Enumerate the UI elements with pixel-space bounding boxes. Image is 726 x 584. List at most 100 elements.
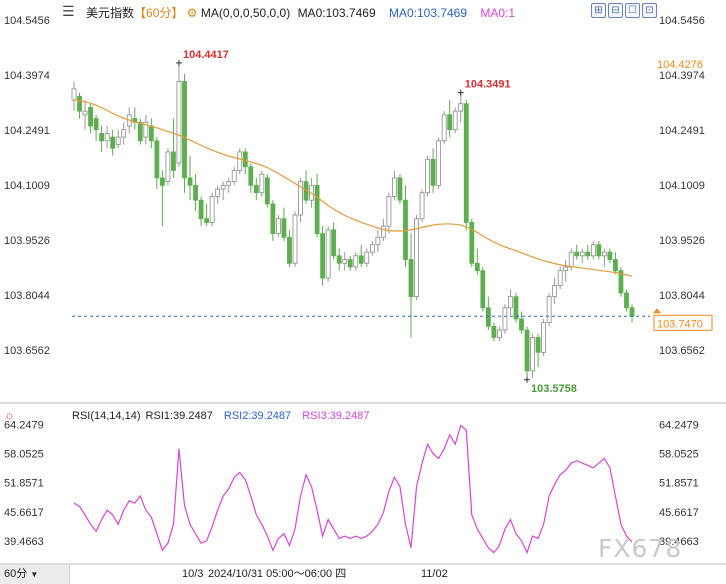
candle-body bbox=[557, 270, 563, 286]
candle-body bbox=[292, 214, 298, 264]
price-tick-left: 103.8044 bbox=[4, 290, 50, 302]
candle-body bbox=[82, 110, 88, 116]
candle-body bbox=[347, 259, 353, 268]
candle-body bbox=[165, 151, 171, 183]
candle-body bbox=[320, 233, 326, 279]
window-button[interactable]: ☐ bbox=[625, 3, 640, 18]
candle-body bbox=[104, 132, 110, 142]
crosshair-time-range: 2024/10/31 05:00～06:00 四 bbox=[208, 568, 347, 580]
candle-body bbox=[497, 329, 502, 338]
rsi-tick-right: 45.6617 bbox=[659, 507, 699, 519]
candle-body bbox=[198, 199, 204, 220]
candle-body bbox=[425, 158, 430, 194]
candle-body bbox=[541, 322, 547, 353]
period-label[interactable]: 【60分】 bbox=[134, 6, 184, 20]
candle-body bbox=[93, 118, 99, 131]
candle-body bbox=[336, 255, 342, 264]
candle-body bbox=[231, 170, 237, 183]
candle-body bbox=[579, 251, 585, 257]
candle-body bbox=[601, 251, 607, 257]
candle-body bbox=[485, 307, 491, 327]
rsi-tick-left: 45.6617 bbox=[4, 507, 44, 519]
candle-body bbox=[259, 173, 265, 194]
ma50-line bbox=[73, 99, 633, 277]
candle-body bbox=[469, 222, 475, 264]
candle-body bbox=[519, 318, 524, 331]
high-label: 104.3491 bbox=[465, 79, 511, 91]
crosshair-button[interactable]: ⊞ bbox=[591, 3, 606, 18]
rsi-settings-icon[interactable]: ☼ bbox=[4, 408, 15, 422]
rsi-tick-left: 39.4663 bbox=[4, 536, 44, 548]
chart-header: 美元指数【60分】 ⚙ MA(0,0,0,50,0,0) MA0:103.746… bbox=[86, 4, 515, 21]
candle-body bbox=[159, 177, 165, 186]
candle-body bbox=[552, 285, 558, 298]
price-tick-right: 103.9526 bbox=[659, 235, 705, 247]
candle-body bbox=[148, 125, 154, 142]
price-tick-left: 103.9526 bbox=[4, 235, 50, 247]
candle-body bbox=[171, 151, 176, 171]
candle-body bbox=[253, 184, 259, 194]
rsi-header: RSI(14,14,14) RSI1:39.2487 RSI2:39.2487 … bbox=[72, 410, 370, 422]
rsi-tick-right: 58.0525 bbox=[659, 448, 699, 460]
candle-body bbox=[585, 251, 591, 257]
candle-body bbox=[508, 296, 513, 309]
candle-body bbox=[353, 255, 359, 268]
fullscreen-button[interactable]: ⊡ bbox=[642, 3, 657, 18]
candle-body bbox=[452, 110, 458, 131]
ma0-value-b: MA0:103.7469 bbox=[388, 6, 468, 20]
candle-body bbox=[502, 307, 508, 331]
candle-body bbox=[613, 259, 618, 272]
ma-label[interactable]: MA(0,0,0,50,0,0) bbox=[200, 6, 291, 20]
menu-icon[interactable]: ☰ bbox=[62, 3, 75, 19]
rsi-panel[interactable] bbox=[73, 424, 633, 555]
ma0-value-c: MA0:1 bbox=[480, 6, 516, 20]
price-panel[interactable]: 104.4417 104.3491 103.5758 bbox=[71, 49, 650, 395]
candle-body bbox=[182, 81, 187, 179]
candle-body bbox=[375, 236, 381, 246]
candle-body bbox=[480, 270, 486, 309]
candle-body bbox=[264, 177, 270, 205]
price-tick-right: 103.6562 bbox=[659, 345, 705, 357]
period-select-value: 60分 bbox=[4, 568, 28, 580]
candle-body bbox=[237, 151, 243, 171]
candle-body bbox=[563, 266, 569, 272]
watermark-logo: FX678 bbox=[598, 534, 683, 563]
candle-body bbox=[242, 151, 248, 168]
candle-body bbox=[441, 114, 447, 142]
candle-body bbox=[596, 244, 602, 257]
price-tick-left: 104.1009 bbox=[4, 180, 50, 192]
rsi-line bbox=[73, 424, 633, 555]
candle-body bbox=[77, 95, 82, 112]
price-arrow-icon bbox=[653, 308, 661, 314]
candle-body bbox=[524, 329, 530, 372]
candle-body bbox=[270, 203, 276, 234]
period-select[interactable]: 60分 ▼ bbox=[0, 565, 70, 584]
candle-body bbox=[209, 196, 215, 223]
rsi-label[interactable]: RSI(14,14,14) bbox=[72, 410, 141, 422]
candle-body bbox=[281, 218, 287, 238]
candle-body bbox=[392, 177, 397, 197]
candle-body bbox=[447, 114, 453, 131]
high-label: 104.4417 bbox=[183, 49, 229, 61]
candle-body bbox=[408, 259, 414, 298]
rsi-tick-right: 39.4663 bbox=[659, 536, 699, 548]
candle-body bbox=[325, 229, 331, 279]
rsi-tick-right: 51.8571 bbox=[659, 478, 699, 490]
candle-body bbox=[331, 229, 337, 257]
candle-body bbox=[590, 244, 596, 257]
candle-body bbox=[143, 121, 149, 138]
candle-body bbox=[248, 166, 254, 186]
rsi3-value: RSI3:39.2487 bbox=[302, 410, 370, 422]
rsi-tick-left: 64.2479 bbox=[4, 419, 44, 431]
candle-body bbox=[380, 225, 386, 238]
candle-body bbox=[110, 136, 116, 149]
indicator-settings-icon[interactable]: ⚙ bbox=[186, 6, 198, 20]
candle-body bbox=[342, 259, 348, 264]
candle-body bbox=[607, 251, 613, 260]
zoom-out-button[interactable]: ⊟ bbox=[608, 3, 623, 18]
candle-body bbox=[276, 218, 281, 234]
price-tick-left: 104.3974 bbox=[4, 70, 50, 82]
candle-body bbox=[629, 307, 635, 317]
candle-body bbox=[204, 218, 209, 223]
